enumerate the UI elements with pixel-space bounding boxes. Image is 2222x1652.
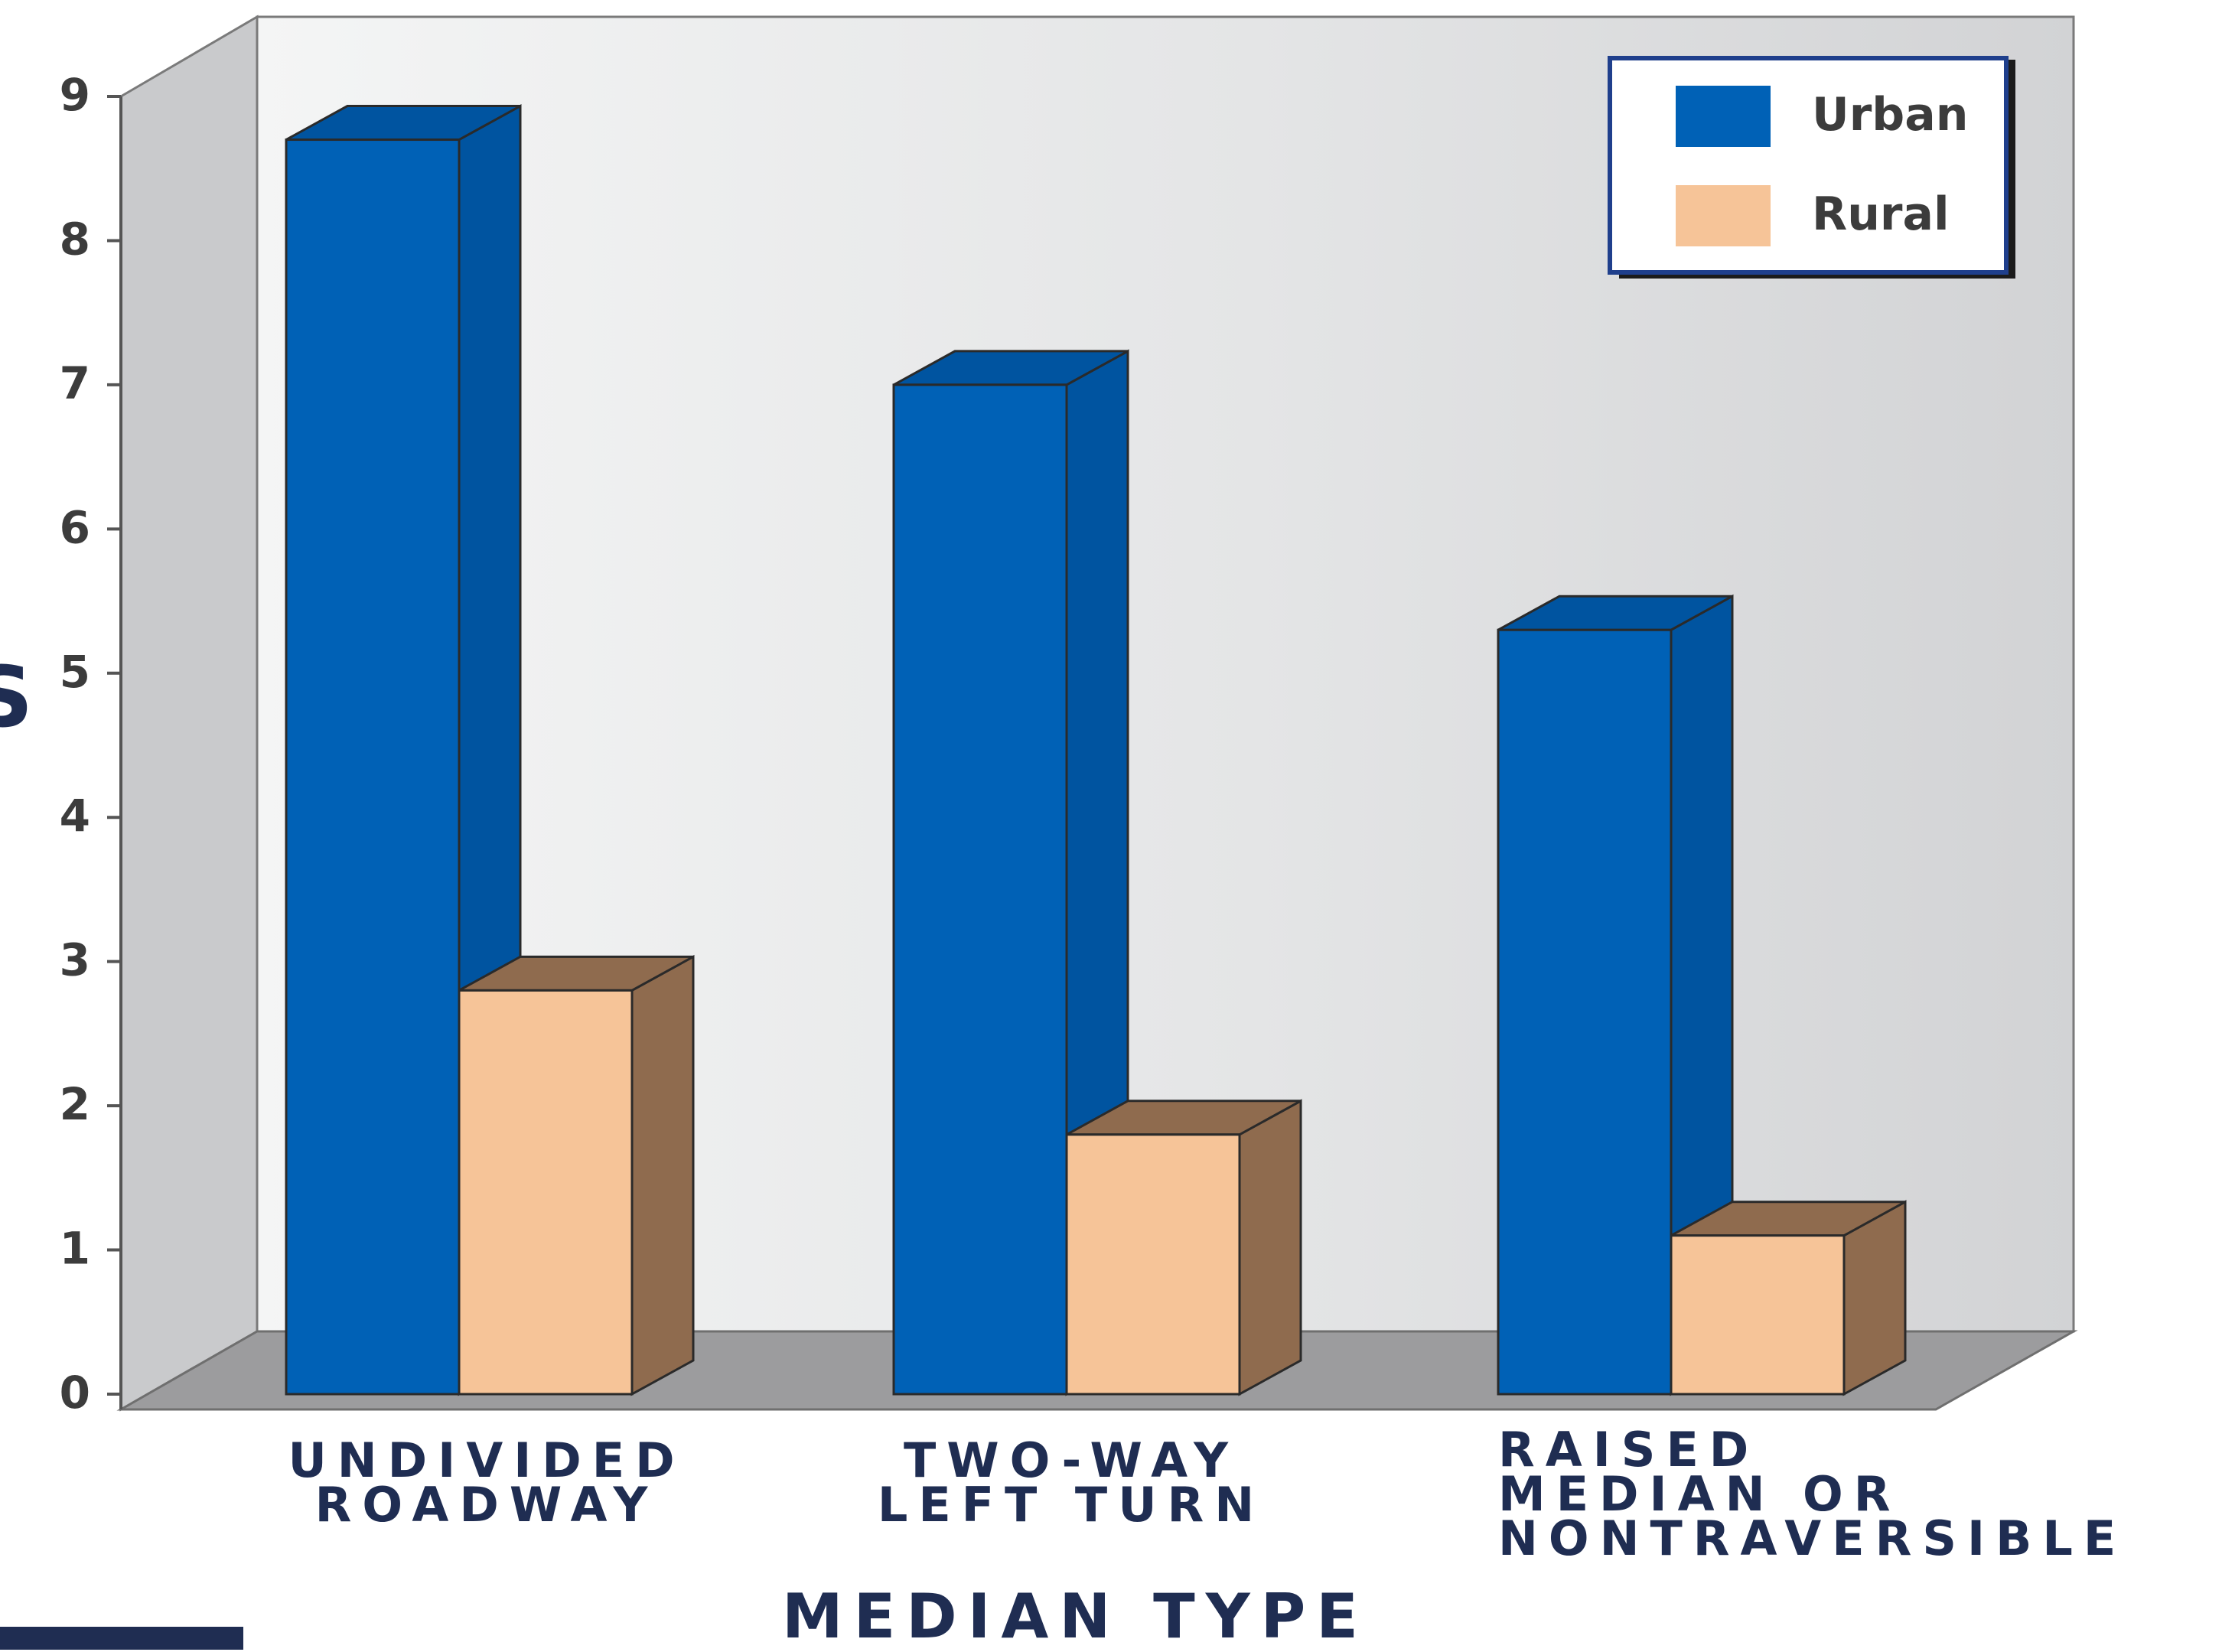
bar-front-urban-0 bbox=[285, 138, 461, 1396]
bar-front-urban-1 bbox=[892, 383, 1068, 1396]
y-tick-label-0: 0 bbox=[60, 1367, 90, 1419]
y-tick-label-6: 6 bbox=[60, 501, 90, 553]
bar-side-rural-1 bbox=[1238, 1099, 1302, 1396]
bar-rural-1 bbox=[1065, 1099, 1302, 1396]
bar-front-rural-2 bbox=[1670, 1234, 1846, 1396]
bar-urban-2 bbox=[1497, 594, 1734, 1396]
category-label-two-way-left-turn: TWO-WAY LEFT TURN bbox=[877, 1432, 1266, 1533]
legend-label-rural: Rural bbox=[1812, 187, 1950, 241]
bar-front-rural-1 bbox=[1065, 1133, 1241, 1396]
y-tick-label-9: 9 bbox=[60, 69, 90, 121]
legend-swatch-rural bbox=[1676, 185, 1771, 246]
chart-side-wall bbox=[119, 15, 259, 1412]
y-tick-label-5: 5 bbox=[60, 646, 90, 698]
bar-front-rural-0 bbox=[458, 989, 634, 1396]
bar-rural-2 bbox=[1670, 1200, 1907, 1396]
legend: Urban Rural bbox=[1608, 56, 2015, 279]
y-tick-label-7: 7 bbox=[60, 357, 90, 409]
bar-rural-0 bbox=[458, 954, 695, 1396]
category-label-raised-median: RAISED MEDIAN OR NONTRAVERSIBLE bbox=[1498, 1422, 2127, 1566]
x-axis-title: MEDIAN TYPE bbox=[782, 1581, 1369, 1652]
y-tick-label-4: 4 bbox=[60, 790, 90, 842]
legend-label-urban: Urban bbox=[1812, 88, 1968, 142]
footer-accent-bar bbox=[0, 1627, 243, 1650]
y-tick-label-8: 8 bbox=[60, 213, 90, 265]
y-tick-label-2: 2 bbox=[60, 1078, 90, 1130]
bar-side-rural-0 bbox=[630, 954, 695, 1396]
bar-front-urban-2 bbox=[1497, 628, 1673, 1396]
y-tick-label-3: 3 bbox=[60, 934, 90, 986]
y-tick-label-1: 1 bbox=[60, 1223, 90, 1275]
y-axis-title-fragment: S bbox=[0, 648, 34, 746]
legend-swatch-urban bbox=[1676, 86, 1771, 147]
category-label-undivided-roadway: UNDIVIDED ROADWAY bbox=[288, 1432, 686, 1533]
